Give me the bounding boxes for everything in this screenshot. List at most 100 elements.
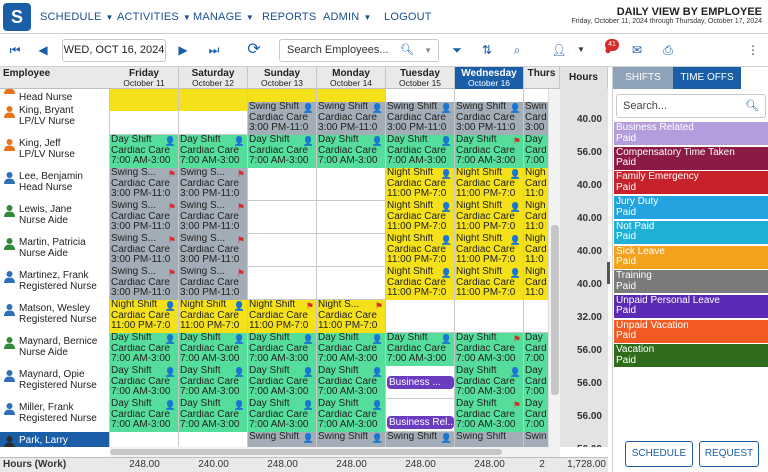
employee-cell[interactable]: Lee, Benjamin Head Nurse [0, 168, 110, 201]
chevron-down-icon[interactable]: ▼ [577, 45, 585, 54]
next-day-icon[interactable]: ▶ [178, 43, 188, 57]
time-off-item[interactable]: Family Emergency Paid [614, 171, 768, 195]
empty-day-cell[interactable] [179, 102, 248, 135]
employee-cell[interactable]: Martin, Patricia Nurse Aide [0, 234, 110, 267]
time-off-item[interactable]: Training Paid [614, 270, 768, 294]
shift-block[interactable]: Night Shift Cardiac Care 11:00 PM-7:0 👤 [386, 168, 455, 201]
shift-block[interactable]: 11:00 PM-7:0 [179, 89, 248, 111]
shift-block[interactable]: Swing Shift Cardiac Care 3:00 PM-11:0 👤 [317, 102, 386, 135]
shift-block[interactable]: Night S... Cardiac Care 11:00 PM-7:0 ⚑ [317, 300, 386, 333]
empty-day-cell[interactable] [179, 432, 248, 447]
shift-block[interactable]: Swing S... Cardiac Care 3:00 PM-11:0 ⚑ [179, 234, 248, 267]
menu-activities[interactable]: ACTIVITIES ▼ [117, 0, 191, 34]
empty-day-cell[interactable] [248, 234, 317, 267]
shift-block[interactable]: Day Shift Cardiac Care 7:00 AM-3:00 ⚑ [455, 333, 524, 366]
tab-time-offs[interactable]: TIME OFFS [673, 67, 741, 89]
employee-cell[interactable]: Matson, Wesley Registered Nurse [0, 300, 110, 333]
shift-block[interactable]: Day Shift Cardiac Care 7:00 AM-3:00 👤 [317, 135, 386, 168]
shift-block[interactable]: 11:00 PM-7:0 [110, 89, 179, 111]
shift-block[interactable]: Day Shift Cardiac Care 7:00 AM-3:00 👤 [179, 135, 248, 168]
time-off-item[interactable]: Sick Leave Paid [614, 245, 768, 269]
employee-search-input[interactable]: Search Employees... 🔍︎ ▼ [279, 39, 439, 62]
refresh-icon[interactable]: ⟳ [247, 41, 261, 58]
shift-block[interactable]: Swing Shift Cardiac Care 3:00 PM-11:0 👤 [386, 102, 455, 135]
empty-day-cell[interactable] [455, 89, 524, 111]
empty-day-cell[interactable] [248, 201, 317, 234]
shift-block[interactable]: Day Shift Cardiac Care 7:00 AM-3:00 👤 [317, 399, 386, 432]
shift-block[interactable]: Day Shift Cardiac Care 7:00 AM-3:00 ⚑ [455, 135, 524, 168]
vertical-scrollbar[interactable] [548, 89, 560, 447]
employee-cell[interactable]: Miller, Frank Registered Nurse [0, 399, 110, 432]
last-week-icon[interactable]: ⏭ [208, 43, 220, 57]
empty-day-cell[interactable] [317, 168, 386, 201]
hours-column-header[interactable]: Hours [560, 67, 608, 89]
empty-day-cell[interactable] [110, 432, 179, 447]
shift-block[interactable]: Day Shift Cardiac Care 7:00 AM-3:00 👤 [455, 366, 524, 399]
shift-block[interactable]: Night Shift Cardiac Care 11:00 PM-7:0 👤 [455, 267, 524, 300]
day-header-sunday[interactable]: Sunday October 13 [248, 67, 317, 89]
empty-day-cell[interactable] [386, 89, 455, 111]
shift-block[interactable]: Night Shift Cardiac Care 11:00 PM-7:0 👤 [386, 234, 455, 267]
shift-block[interactable]: Day Shift Cardiac Care 7:00 AM-3:00 👤 [110, 366, 179, 399]
date-picker[interactable]: WED, OCT 16, 2024 [62, 39, 166, 62]
sort-icon[interactable]: ⇅ [481, 43, 493, 57]
day-header-wednesday[interactable]: Wednesday October 16 [455, 67, 524, 89]
shift-block[interactable]: Day Shift Cardiac Care 7:00 AM-3:00 👤 [248, 135, 317, 168]
shift-block[interactable]: Day Shift Cardiac Care 7:00 AM-3:00 👤 [248, 399, 317, 432]
shift-block[interactable]: Day Shift Cardiac Care 7:00 AM-3:00 👤 [386, 135, 455, 168]
shift-block[interactable]: Swing S... Cardiac Care 3:00 PM-11:0 ⚑ [179, 201, 248, 234]
shift-block[interactable]: Swing Shift [455, 432, 524, 447]
email-icon[interactable]: ✉ [631, 43, 643, 57]
shift-block[interactable]: Night Shift Cardiac Care 11:00 PM-7:0 👤 [455, 168, 524, 201]
menu-manage[interactable]: MANAGE ▼ [193, 0, 254, 34]
schedule-button[interactable]: SCHEDULE [625, 441, 693, 467]
menu-admin[interactable]: ADMIN ▼ [323, 0, 372, 34]
shift-block[interactable]: Day Shift Cardiac Care 7:00 AM-3:00 👤 [110, 333, 179, 366]
time-off-item[interactable]: Unpaid Vacation Paid [614, 319, 768, 343]
time-off-item[interactable]: Vacation Paid [614, 344, 768, 368]
shift-block[interactable]: Swing Shift 👤 [386, 432, 455, 447]
day-header-thurs[interactable]: Thurs [524, 67, 560, 89]
shift-block[interactable]: Day Shift Cardiac Care 7:00 AM-3:00 👤 [179, 366, 248, 399]
shift-block[interactable]: Swing Shift Cardiac Care 3:00 PM-11:0 👤 [455, 102, 524, 135]
time-off-chip[interactable]: Business ... [387, 376, 454, 389]
day-header-tuesday[interactable]: Tuesday October 15 [386, 67, 455, 89]
shift-block[interactable]: Swing S... Cardiac Care 3:00 PM-11:0 ⚑ [110, 168, 179, 201]
shift-block[interactable]: Day Shift Cardiac Care 7:00 AM-3:00 👤 [386, 333, 455, 366]
shift-block[interactable]: Day Shift Cardiac Care 7:00 AM-3:00 👤 [110, 399, 179, 432]
empty-day-cell[interactable] [317, 201, 386, 234]
binoculars-icon[interactable]: ⌕ [513, 43, 521, 57]
panel-splitter[interactable] [607, 262, 610, 284]
shift-block[interactable]: Swing S... Cardiac Care 3:00 PM-11:0 ⚑ [179, 168, 248, 201]
panel-search-input[interactable]: Search... 🔍︎ [616, 94, 766, 118]
shift-block[interactable]: Day Shift Cardiac Care 7:00 AM-3:00 👤 [248, 333, 317, 366]
employee-cell[interactable]: King, Bryant LP/LV Nurse [0, 102, 110, 135]
menu-reports[interactable]: REPORTS [262, 0, 316, 34]
employee-cell[interactable]: Martinez, Frank Registered Nurse [0, 267, 110, 300]
shift-block[interactable]: Day Shift Cardiac Care 7:00 AM-3:00 👤 [248, 366, 317, 399]
assign-employee-icon[interactable]: 👤︎ [551, 43, 567, 57]
shift-block[interactable]: Swing S... Cardiac Care 3:00 PM-11:0 ⚑ [110, 267, 179, 300]
shift-block[interactable]: Business Rel... [386, 399, 455, 432]
day-header-friday[interactable]: Friday October 11 [110, 67, 179, 89]
shift-block[interactable]: Night Shift Cardiac Care 11:00 PM-7:0 ⚑ [248, 300, 317, 333]
day-header-saturday[interactable]: Saturday October 12 [179, 67, 248, 89]
empty-day-cell[interactable] [317, 234, 386, 267]
shift-block[interactable]: Swing S... Cardiac Care 3:00 PM-11:0 ⚑ [110, 201, 179, 234]
shift-block[interactable]: Night Shift Cardiac Care 11:00 PM-7:0 👤 [110, 300, 179, 333]
shift-block[interactable]: Swing S... Cardiac Care 3:00 PM-11:0 ⚑ [179, 267, 248, 300]
shift-block[interactable]: Night Shift Cardiac Care 11:00 PM-7:0 👤 [455, 234, 524, 267]
shift-block[interactable]: Night Shift Cardiac Care 11:00 PM-7:0 👤 [386, 201, 455, 234]
shift-block[interactable]: Day Shift Cardiac Care 7:00 AM-3:00 👤 [179, 333, 248, 366]
time-off-item[interactable]: Jury Duty Paid [614, 196, 768, 220]
request-button[interactable]: REQUEST [699, 441, 759, 467]
shift-block[interactable]: Day Shift Cardiac Care 7:00 AM-3:00 ⚑ [455, 399, 524, 432]
alerts-icon[interactable]: 41● [597, 39, 619, 60]
empty-day-cell[interactable] [248, 267, 317, 300]
employee-cell[interactable]: Maynard, Opie Registered Nurse [0, 366, 110, 399]
day-header-monday[interactable]: Monday October 14 [317, 67, 386, 89]
shift-block[interactable]: Night Shift Cardiac Care 11:00 PM-7:0 👤 [455, 201, 524, 234]
employee-cell[interactable]: Park, LarryTechnologist [0, 432, 110, 447]
menu-logout[interactable]: LOGOUT [384, 0, 432, 34]
more-options-icon[interactable]: ⋮ [747, 43, 759, 57]
